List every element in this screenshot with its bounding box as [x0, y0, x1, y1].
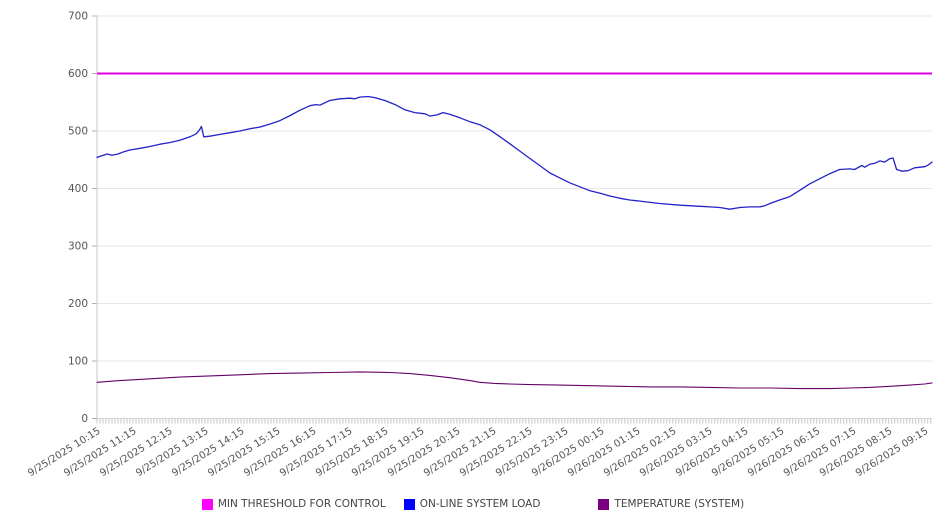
- svg-text:200: 200: [68, 298, 88, 310]
- svg-text:500: 500: [68, 126, 88, 138]
- chart-legend: MIN THRESHOLD FOR CONTROL ON-LINE SYSTEM…: [0, 498, 946, 510]
- svg-text:300: 300: [68, 241, 88, 253]
- svg-text:0: 0: [81, 413, 88, 425]
- legend-item-online-system-load[interactable]: ON-LINE SYSTEM LOAD: [403, 498, 541, 510]
- online-system-load-swatch-icon: [403, 498, 415, 510]
- legend-label-temperature-system: TEMPERATURE (SYSTEM): [614, 498, 745, 510]
- legend-label-online-system-load: ON-LINE SYSTEM LOAD: [419, 498, 541, 510]
- svg-text:400: 400: [68, 183, 88, 195]
- temperature-system-swatch-icon: [598, 498, 610, 510]
- min-threshold-swatch-icon: [201, 498, 213, 510]
- legend-label-min-threshold: MIN THRESHOLD FOR CONTROL: [217, 498, 386, 510]
- svg-text:700: 700: [68, 11, 88, 23]
- svg-text:100: 100: [68, 356, 88, 368]
- svg-text:600: 600: [68, 68, 88, 80]
- legend-item-min-threshold[interactable]: MIN THRESHOLD FOR CONTROL: [201, 498, 386, 510]
- legend-item-temperature-system[interactable]: TEMPERATURE (SYSTEM): [598, 498, 744, 510]
